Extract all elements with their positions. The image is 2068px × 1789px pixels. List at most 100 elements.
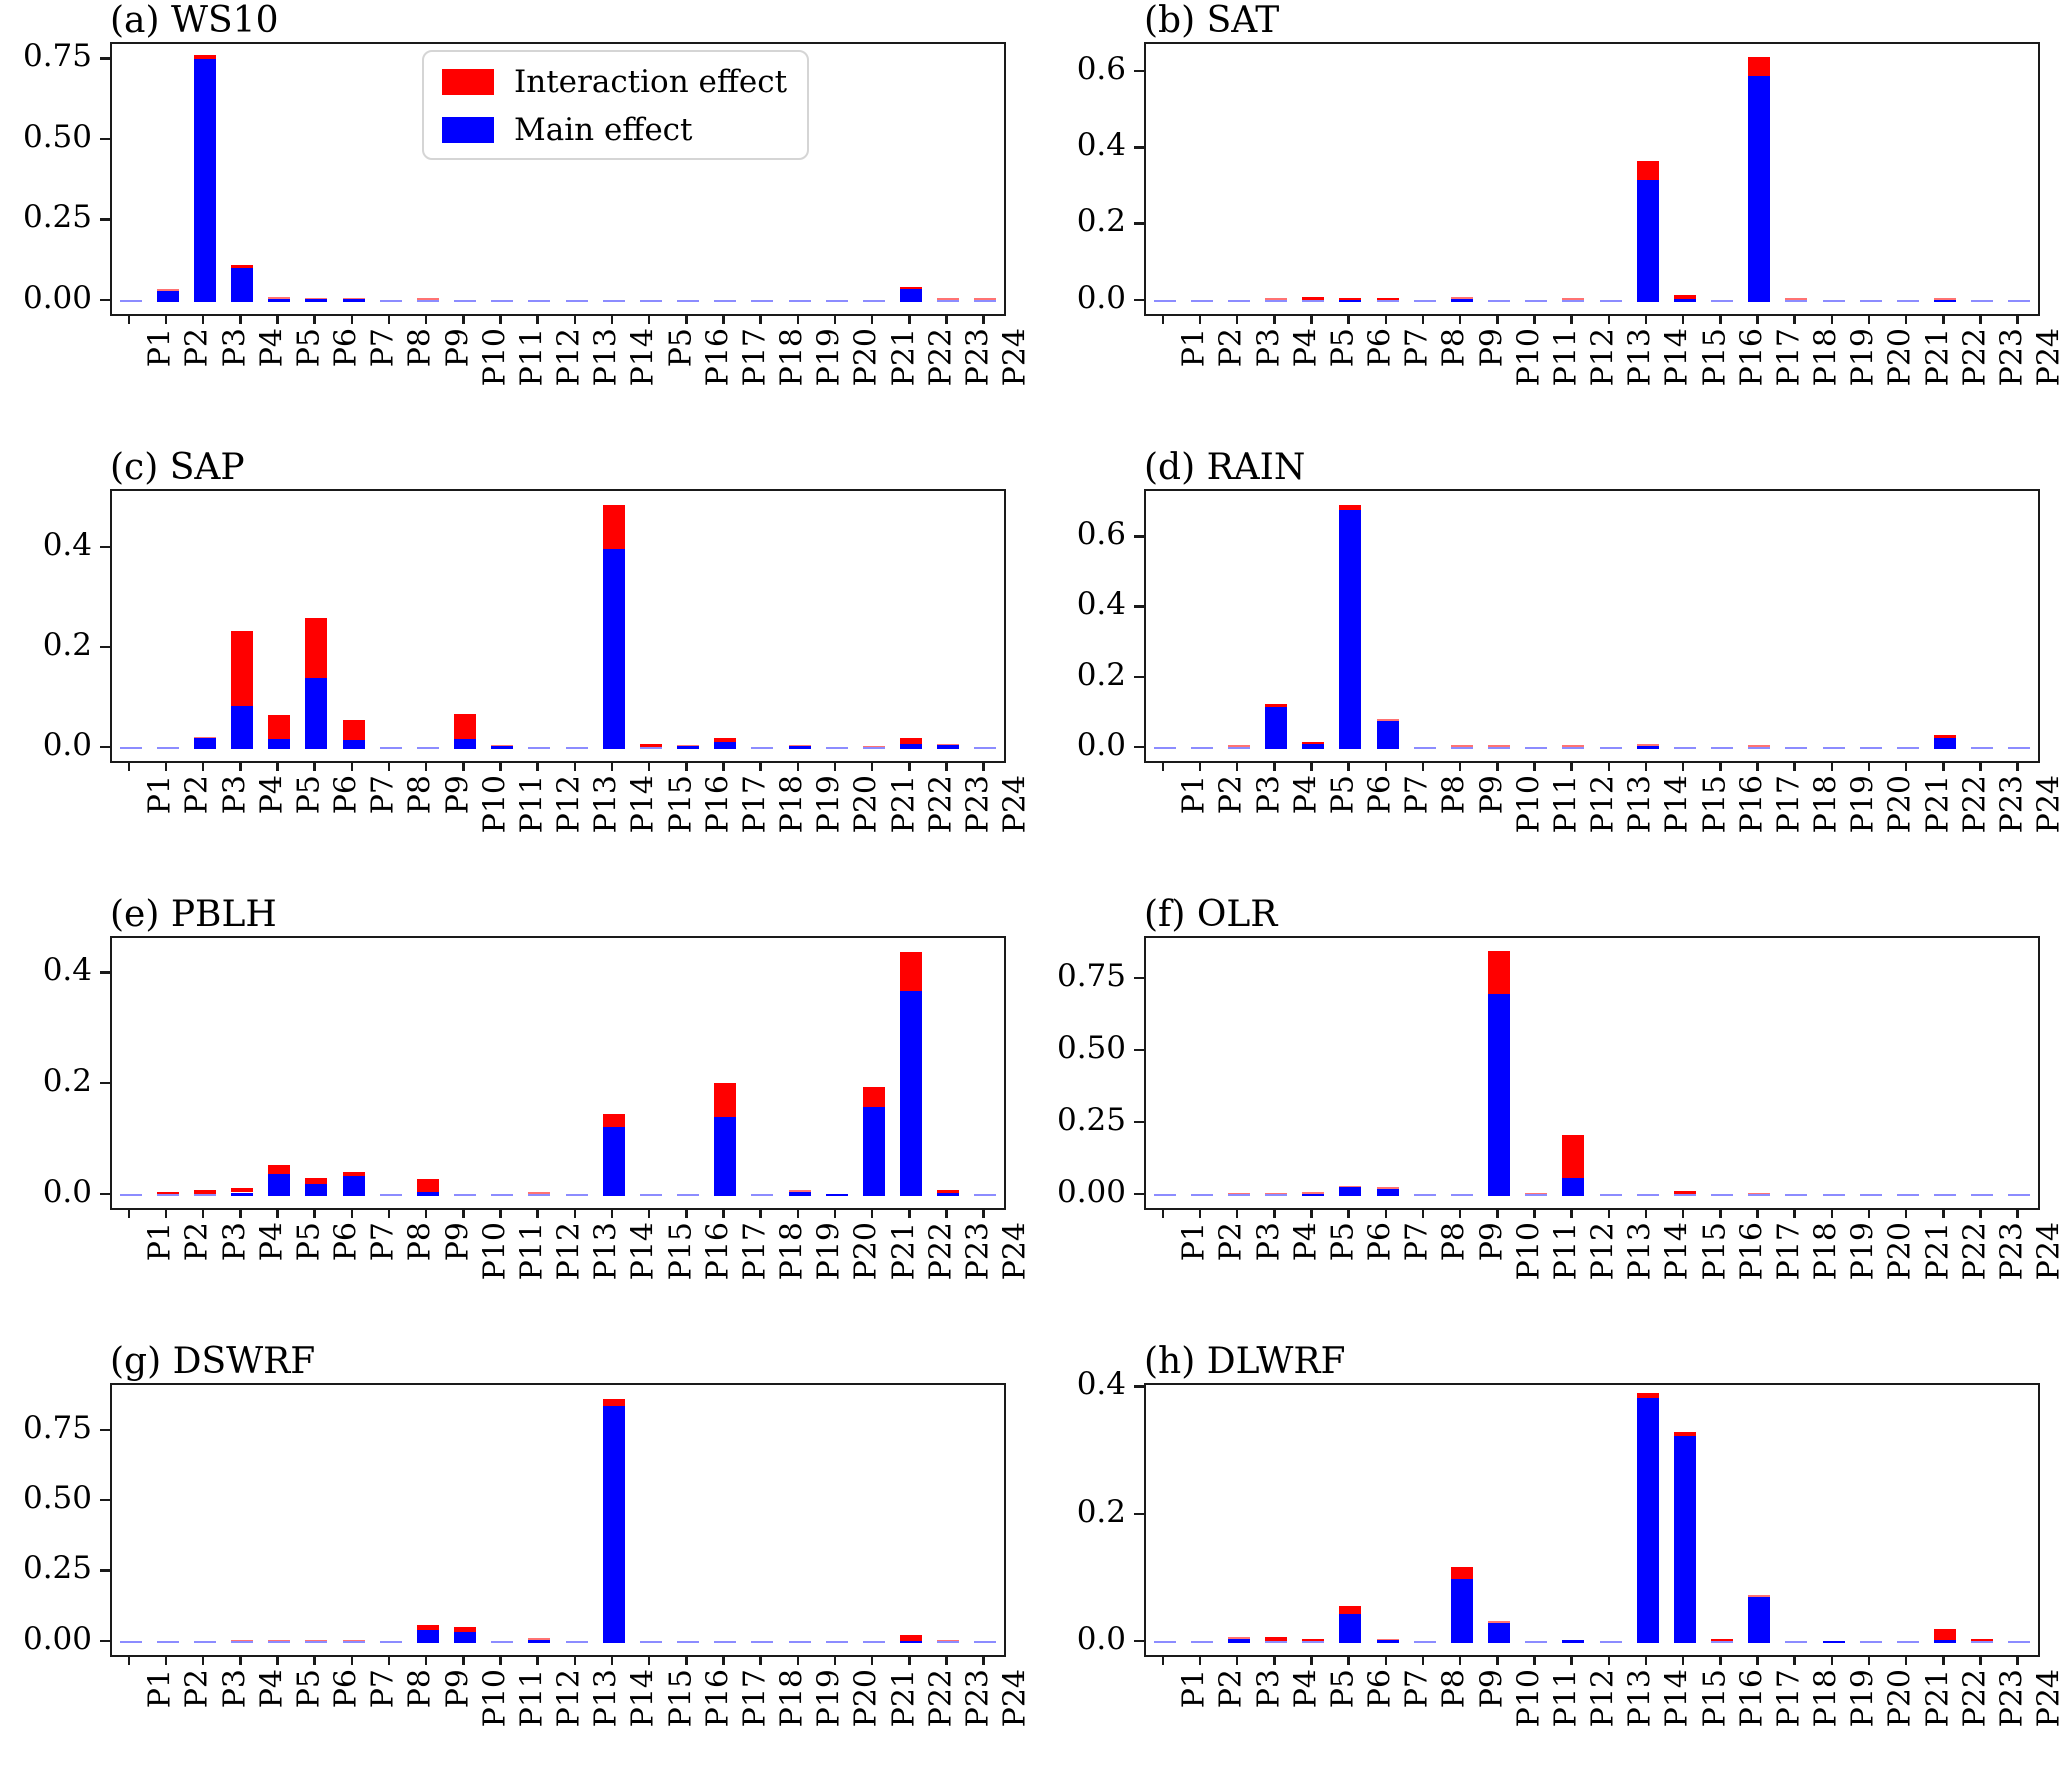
bar-main-P17: [714, 1116, 737, 1196]
x-tick-label: P1: [1176, 1222, 1212, 1262]
bar-main-P18: [751, 300, 774, 302]
bar-main-P19: [1822, 1641, 1845, 1643]
x-tick-mark: [1384, 1655, 1388, 1665]
x-tick-mark: [1793, 1655, 1796, 1665]
bar-main-P18: [751, 747, 774, 749]
legend-swatch-main: [442, 117, 494, 143]
x-tick-label: P5: [291, 328, 327, 368]
x-tick-label: P10: [477, 775, 513, 834]
bar-interaction-P22: [900, 737, 923, 745]
x-tick-label: P20: [1882, 1669, 1918, 1728]
x-tick-label: P15: [662, 1222, 698, 1281]
x-tick-mark: [1644, 761, 1648, 771]
bar-main-P18: [1785, 1194, 1808, 1196]
x-tick-label: P2: [179, 1222, 215, 1262]
x-tick-label: P15: [662, 775, 698, 834]
bar-main-P12: [528, 1639, 551, 1643]
x-tick-mark: [945, 1655, 948, 1665]
bar-main-P18: [1785, 1641, 1808, 1643]
x-tick-label: P4: [254, 328, 290, 368]
x-tick-label: P7: [1399, 1669, 1435, 1709]
x-tick-label: P16: [700, 328, 736, 387]
x-tick-label: P18: [1808, 328, 1844, 387]
bar-main-P20: [1859, 1641, 1882, 1643]
x-tick-label: P10: [1511, 1669, 1547, 1728]
x-tick-mark: [1198, 761, 1202, 771]
bar-main-P23: [1971, 1641, 1994, 1643]
x-tick-mark: [908, 761, 911, 771]
x-tick-label: P14: [625, 328, 661, 387]
x-tick-label: P20: [848, 1222, 884, 1281]
bar-interaction-P17: [1748, 1595, 1771, 1598]
x-tick-label: P18: [774, 775, 810, 834]
bar-interaction-P9: [416, 1625, 439, 1631]
x-tick-label: P2: [1213, 775, 1249, 815]
x-tick-mark: [982, 1655, 985, 1665]
x-tick-mark: [1607, 1208, 1611, 1218]
x-tick-label: P8: [1436, 775, 1472, 815]
bar-main-P13: [565, 1194, 588, 1196]
x-tick-mark: [1533, 1208, 1536, 1218]
bar-main-P24: [2008, 1641, 2031, 1643]
bar-main-P16: [677, 1641, 700, 1643]
x-tick-label: P4: [254, 1222, 290, 1262]
x-tick-mark: [1904, 1655, 1908, 1665]
x-tick-mark: [424, 1655, 428, 1665]
panel-g: (g) DSWRF 0.00 0.25 0.50 0.75 P1 P2 P3 P4 P5 P6 P7 P…: [0, 1341, 1034, 1788]
x-tick-mark: [1570, 1655, 1573, 1665]
bar-main-P11: [1525, 747, 1548, 749]
x-tick-label: P24: [2031, 775, 2067, 834]
x-tick-mark: [1496, 1208, 1499, 1218]
bar-interaction-P4: [231, 264, 254, 268]
x-tick-mark: [201, 1655, 205, 1665]
x-tick-label: P15: [662, 1669, 698, 1728]
x-tick-mark: [610, 761, 614, 771]
bar-main-P19: [788, 1641, 811, 1643]
bar-main-P3: [193, 58, 216, 302]
x-tick-label: P17: [1771, 328, 1807, 387]
bar-main-P17: [1748, 747, 1771, 749]
x-tick-mark: [313, 314, 316, 324]
bar-main-P3: [193, 1194, 216, 1196]
bar-interaction-P22: [1934, 735, 1957, 739]
x-tick-mark: [462, 761, 465, 771]
bar-main-P24: [974, 1194, 997, 1196]
x-tick-mark: [2016, 761, 2019, 771]
bar-main-P5: [1302, 1641, 1325, 1643]
panel-d: (d) RAIN 0.0 0.2 0.4 0.6 P1 P2 P3 P4 P5 P6 P7 P8 P9 P1…: [1034, 447, 2068, 894]
x-tick-label: P19: [811, 328, 847, 387]
x-tick-label: P11: [514, 1222, 550, 1281]
bar-main-P24: [974, 300, 997, 302]
x-tick-label: P17: [737, 1669, 773, 1728]
x-tick-mark: [1607, 761, 1611, 771]
x-tick-mark: [759, 761, 762, 771]
bar-main-P15: [1673, 298, 1696, 302]
x-tick-label: P18: [1808, 1669, 1844, 1728]
x-tick-mark: [1458, 1208, 1462, 1218]
x-tick-mark: [1421, 314, 1425, 324]
bar-main-P9: [416, 747, 439, 749]
x-tick-label: P17: [1771, 775, 1807, 834]
x-tick-mark: [1347, 1655, 1350, 1665]
x-tick-label: P14: [625, 1669, 661, 1728]
x-tick-label: P24: [997, 1669, 1033, 1728]
x-tick-label: P14: [1659, 1669, 1695, 1728]
bar-main-P19: [1822, 1194, 1845, 1196]
x-tick-label: P11: [1548, 775, 1584, 834]
x-tick-label: P6: [1362, 1669, 1398, 1709]
x-tick-mark: [1458, 761, 1462, 771]
bar-main-P22: [900, 288, 923, 302]
x-tick-label: P8: [1436, 1222, 1472, 1262]
x-tick-mark: [1570, 314, 1573, 324]
bar-main-P17: [1748, 76, 1771, 302]
bar-main-P1: [1153, 300, 1176, 302]
x-tick-label: P21: [885, 328, 921, 387]
y-tick-mark: [1134, 1512, 1144, 1516]
x-tick-label: P16: [1734, 328, 1770, 387]
bar-main-P4: [1265, 300, 1288, 302]
x-tick-label: P5: [1325, 1222, 1361, 1262]
x-tick-mark: [164, 1655, 168, 1665]
x-tick-label: P17: [737, 328, 773, 387]
bar-main-P4: [231, 1192, 254, 1196]
